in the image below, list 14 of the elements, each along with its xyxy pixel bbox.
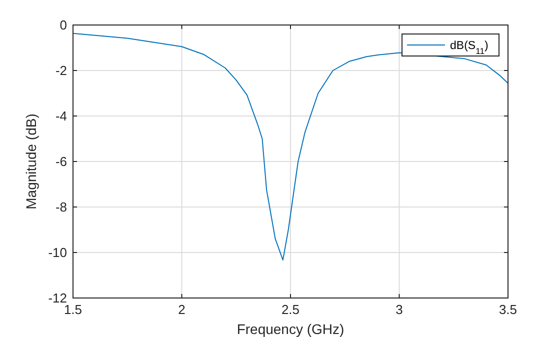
x-tick-label: 3.5 xyxy=(498,302,518,317)
x-tick-label: 2.5 xyxy=(281,302,300,317)
y-tick-label: -2 xyxy=(55,63,67,78)
y-tick-label: -6 xyxy=(55,154,67,169)
y-tick-label: -10 xyxy=(48,245,67,260)
y-tick-label: -4 xyxy=(55,108,67,124)
x-tick-label: 3 xyxy=(396,302,403,317)
y-axis-title: Magnitude (dB) xyxy=(23,114,39,210)
legend-label: dB(S$_{11}$) xyxy=(450,40,489,56)
y-tick-label: 0 xyxy=(60,18,67,32)
x-axis-title: Frequency (GHz) xyxy=(236,321,344,337)
line-series xyxy=(72,32,508,261)
x-tick-label: 2 xyxy=(178,302,186,317)
y-tick-label: -8 xyxy=(55,200,67,214)
